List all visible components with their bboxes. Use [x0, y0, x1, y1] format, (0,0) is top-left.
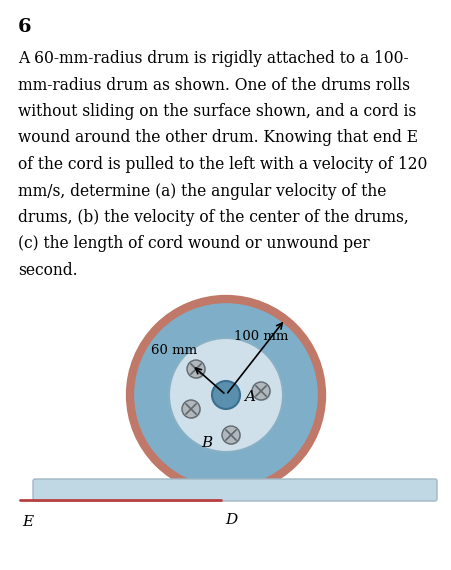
Circle shape — [212, 381, 239, 409]
Text: without sliding on the surface shown, and a cord is: without sliding on the surface shown, an… — [18, 103, 415, 120]
Text: D: D — [225, 513, 237, 527]
Circle shape — [187, 360, 205, 378]
Text: mm-radius drum as shown. One of the drums rolls: mm-radius drum as shown. One of the drum… — [18, 76, 409, 93]
Text: wound around the other drum. Knowing that end E: wound around the other drum. Knowing tha… — [18, 129, 417, 146]
Circle shape — [222, 427, 240, 445]
Circle shape — [188, 361, 206, 379]
Circle shape — [182, 400, 199, 418]
Text: B: B — [200, 436, 212, 450]
Text: second.: second. — [18, 262, 78, 279]
Text: E: E — [22, 515, 33, 528]
Text: 100 mm: 100 mm — [234, 331, 288, 344]
Text: 6: 6 — [18, 18, 32, 36]
Text: of the cord is pulled to the left with a velocity of 120: of the cord is pulled to the left with a… — [18, 156, 427, 173]
Circle shape — [183, 401, 201, 419]
Text: A: A — [244, 390, 254, 404]
Circle shape — [130, 299, 321, 491]
Circle shape — [169, 338, 282, 452]
Text: mm/s, determine (a) the angular velocity of the: mm/s, determine (a) the angular velocity… — [18, 182, 386, 200]
FancyBboxPatch shape — [33, 479, 436, 501]
Circle shape — [253, 383, 271, 401]
Text: drums, (b) the velocity of the center of the drums,: drums, (b) the velocity of the center of… — [18, 209, 408, 226]
Text: A 60-mm-radius drum is rigidly attached to a 100-: A 60-mm-radius drum is rigidly attached … — [18, 50, 408, 67]
Text: 60 mm: 60 mm — [151, 344, 197, 356]
Circle shape — [221, 426, 239, 444]
Circle shape — [252, 382, 269, 400]
Text: (c) the length of cord wound or unwound per: (c) the length of cord wound or unwound … — [18, 235, 369, 253]
